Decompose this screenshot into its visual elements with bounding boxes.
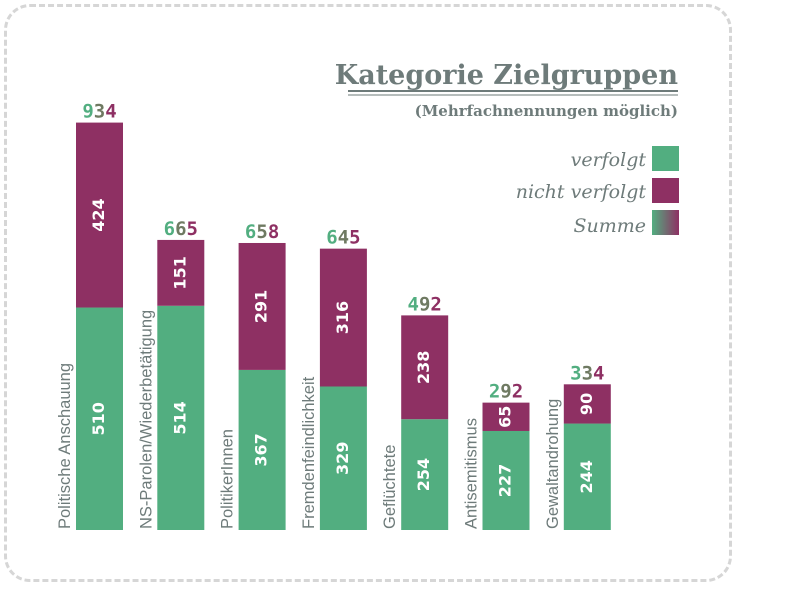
legend-label-summe: Summe [573,215,646,237]
value-label-nicht-verfolgt: 316 [333,301,352,334]
bar-nicht-verfolgt [76,122,123,308]
total-label: 645 [326,227,360,249]
legend: verfolgt nicht verfolgt Summe [516,146,679,237]
category-label: Politische Anschauung [56,363,74,529]
value-label-verfolgt: 514 [170,401,189,434]
legend-label-verfolgt: verfolgt [571,149,647,171]
bar-verfolgt [157,305,205,530]
legend-swatch-summe [652,210,679,235]
total-label: 665 [164,218,198,240]
bar-verfolgt [401,419,449,530]
bar-verfolgt [319,386,367,530]
legend-swatch-nicht-verfolgt [652,178,679,203]
value-label-nicht-verfolgt: 151 [170,256,189,289]
category-label: PolitikerInnen [219,429,237,529]
bar-verfolgt [76,307,123,530]
value-label-verfolgt: 227 [496,464,515,497]
value-label-verfolgt: 367 [252,433,271,466]
chart-subtitle: (Mehrfachnennungen möglich) [415,102,678,120]
total-label: 658 [245,221,279,243]
value-label-verfolgt: 329 [333,442,352,475]
category-label: NS-Parolen/Wiederbetätigung [137,310,155,529]
bar-nicht-verfolgt [319,248,367,387]
bar-nicht-verfolgt [563,384,611,424]
value-label-nicht-verfolgt: 90 [577,393,596,415]
value-label-nicht-verfolgt: 424 [89,198,108,231]
bars-group: 510 424 934 Politische Anschauung 514 151 665 N… [56,101,611,530]
value-label-nicht-verfolgt: 291 [252,290,271,323]
value-label-verfolgt: 244 [577,460,596,493]
bar-verfolgt [482,430,530,530]
value-label-nicht-verfolgt: 65 [496,406,515,428]
total-label: 292 [489,381,523,403]
chart-title: Kategorie Zielgruppen [335,60,679,91]
category-label: Fremdenfeindlichkeit [300,376,318,529]
total-label: 334 [570,362,604,384]
legend-label-nicht-verfolgt: nicht verfolgt [516,181,647,203]
bar-nicht-verfolgt [401,315,449,420]
bar-nicht-verfolgt [482,402,530,431]
value-label-nicht-verfolgt: 238 [414,351,433,384]
total-label: 934 [82,101,116,123]
bar-nicht-verfolgt [157,239,205,306]
category-label: Geflüchtete [381,445,399,529]
value-label-verfolgt: 254 [414,458,433,491]
category-label: Antisemitismus [463,418,481,529]
total-label: 492 [408,293,442,315]
bar-verfolgt [238,369,286,530]
value-label-verfolgt: 510 [89,402,108,435]
bar-nicht-verfolgt [238,242,286,370]
category-label: Gewaltandrohung [544,399,562,529]
bar-verfolgt [563,423,611,530]
legend-swatch-verfolgt [652,146,679,171]
